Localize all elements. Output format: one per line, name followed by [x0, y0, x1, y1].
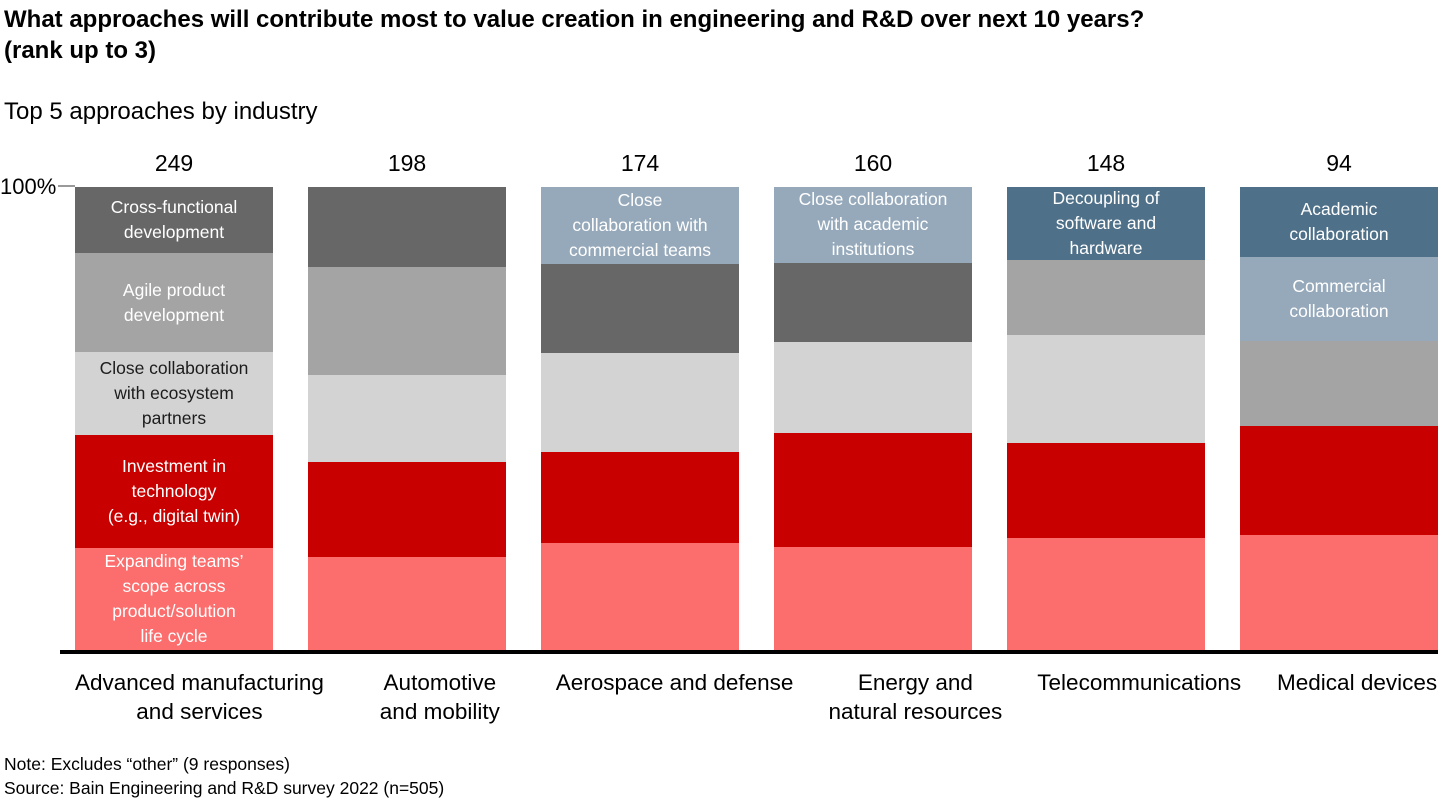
bar-segment[interactable]: Commercial collaboration	[1240, 256, 1438, 341]
bar-segment[interactable]	[1007, 537, 1205, 650]
category-label: Automotive and mobility	[379, 670, 500, 724]
category-label: Energy and natural resources	[828, 670, 1003, 724]
bar-segment[interactable]	[1007, 443, 1205, 538]
bar-segment[interactable]	[774, 342, 972, 434]
x-axis-line	[60, 650, 1438, 654]
bar-segment[interactable]: Expanding teams’ scope across product/solu…	[75, 548, 273, 650]
segment-label: Agile product development	[122, 279, 226, 325]
bar-segment[interactable]	[541, 543, 739, 650]
category-row: Advanced manufacturing and services Automo…	[75, 668, 1438, 726]
bar-total: 148	[1086, 150, 1126, 176]
stacked-bar[interactable]: Academic collaboration Commercial collabora…	[1240, 187, 1438, 650]
segment-label: Decoupling of software and hardware	[1052, 188, 1160, 259]
y-axis-tick	[58, 185, 75, 187]
category-label: Aerospace and defense	[555, 670, 794, 695]
segment-label: Close collaboration with academic institut…	[798, 189, 948, 260]
bar-segment[interactable]	[541, 352, 739, 452]
bar-segment[interactable]	[1240, 425, 1438, 535]
segment-label: Commercial collaboration	[1289, 275, 1389, 321]
note-text: Note: Excludes “other” (9 responses)	[4, 754, 290, 774]
page-title: What approaches will contribute most to …	[4, 4, 1144, 66]
bar-segment[interactable]	[1007, 335, 1205, 444]
category-label: Advanced manufacturing and services	[75, 670, 324, 724]
bar-segment[interactable]: Cross-functional development	[75, 187, 273, 254]
bar-segment[interactable]	[308, 374, 506, 462]
stacked-bar[interactable]: Close collaboration with academic institut…	[774, 187, 972, 650]
bar-segment[interactable]: Decoupling of software and hardware	[1007, 187, 1205, 261]
segment-label: Academic collaboration	[1289, 198, 1389, 244]
bar-segment[interactable]: Close collaboration with ecosystem partner…	[75, 352, 273, 436]
category-label: Telecommunications	[1037, 670, 1242, 695]
bar-segment[interactable]	[308, 187, 506, 268]
bar-total: 94	[1326, 150, 1352, 176]
segment-label: Close collaboration with ecosystem partner…	[99, 358, 249, 429]
bar-segment[interactable]	[1240, 534, 1438, 650]
y-axis-100pct-label: 100%	[0, 174, 57, 199]
chart-subtitle: Top 5 approaches by industry	[4, 98, 318, 125]
page-title-line1: What approaches will contribute most to …	[4, 6, 1145, 33]
bar-segment[interactable]	[541, 263, 739, 353]
bar-total: 198	[387, 150, 427, 176]
bar-total: 160	[853, 150, 893, 176]
segment-label: Close collaboration with commercial teams	[569, 189, 711, 260]
bar-total: 174	[620, 150, 660, 176]
bar-total: 249	[154, 150, 194, 176]
bar-segment[interactable]: Academic collaboration	[1240, 187, 1438, 257]
stacked-bar[interactable]: Cross-functional development Agile product…	[75, 187, 273, 650]
bar-segment[interactable]	[308, 462, 506, 557]
segment-label: Investment in technology (e.g., digital tw…	[107, 456, 241, 527]
bar-segment[interactable]	[774, 547, 972, 650]
category-label: Medical devices	[1277, 670, 1438, 695]
segment-label: Expanding teams’ scope across product/solu…	[104, 551, 244, 647]
totals-row: 249 198 174 160 148 94	[75, 150, 1438, 177]
bar-segment[interactable]	[774, 262, 972, 343]
bar-segment[interactable]: Investment in technology (e.g., digital tw…	[75, 435, 273, 549]
bar-segment[interactable]	[308, 267, 506, 375]
bar-segment[interactable]: Close collaboration with academic institut…	[774, 187, 972, 263]
source-text: Source: Bain Engineering and R&D survey …	[4, 778, 445, 798]
chart-footer: Note: Excludes “other” (9 responses) Sou…	[4, 752, 444, 800]
bar-segment[interactable]: Agile product development	[75, 253, 273, 353]
bar-segment[interactable]	[541, 451, 739, 544]
bar-segment[interactable]	[1007, 260, 1205, 336]
plot-area: Cross-functional development Agile product…	[75, 187, 1438, 650]
bar-segment[interactable]: Close collaboration with commercial teams	[541, 187, 739, 264]
stacked-bar[interactable]: Close collaboration with commercial teams	[541, 187, 739, 650]
bar-segment[interactable]	[308, 556, 506, 650]
segment-label: Cross-functional development	[110, 197, 238, 243]
stacked-bar[interactable]	[308, 187, 506, 650]
stacked-bar[interactable]: Decoupling of software and hardware	[1007, 187, 1205, 650]
page-title-line2: (rank up to 3)	[4, 37, 157, 64]
bar-segment[interactable]	[1240, 340, 1438, 426]
bar-segment[interactable]	[774, 433, 972, 548]
